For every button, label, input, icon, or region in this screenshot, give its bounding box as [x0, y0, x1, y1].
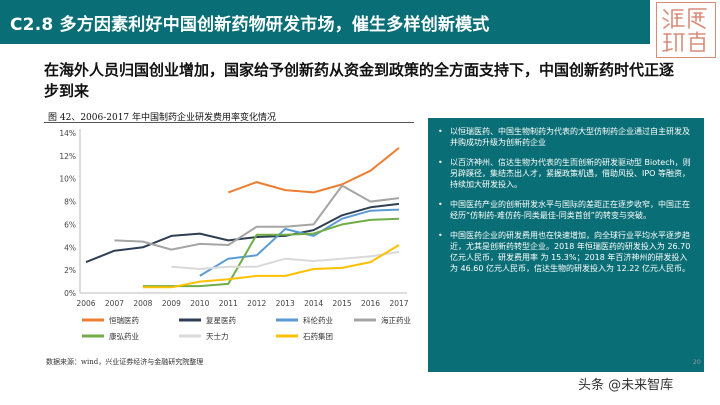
series-line-海正药业	[114, 184, 400, 251]
series-line-恒瑞医药	[227, 147, 400, 194]
y-tick-label: 0%	[64, 289, 76, 298]
legend-label: 恒瑞医药	[109, 315, 139, 325]
series-line-天士力	[171, 250, 400, 270]
x-tick-label: 2015	[333, 299, 352, 308]
y-tick-label: 14%	[59, 129, 76, 138]
bullet-item: • 中国医药企业的研发费用也在快速增加，向全球行业平均水平逐步趋近，尤其是创新药转…	[438, 230, 694, 274]
x-tick-label: 2014	[304, 299, 323, 308]
bullet-text: 以恒瑞医药、中国生物制药为代表的大型仿制药企业通过自主研发及并购成功升级为创新药…	[450, 127, 690, 147]
x-tick-label: 2009	[162, 299, 181, 308]
page-number: 20	[693, 359, 701, 366]
x-tick-label: 2017	[389, 299, 408, 308]
y-tick-label: 2%	[64, 266, 76, 275]
bullet-dot-icon: •	[438, 231, 443, 240]
chart-container: 图 42、2006-2017 年中国制药企业研发费用率变化情况 0% 2% 4% 6%…	[34, 108, 419, 370]
series-line-石药集团	[142, 244, 400, 289]
slide-subtitle: 在海外人员归国创业增加，国家给予创新药从资金到政策的全方面支持下，中国创新药时代…	[44, 61, 675, 100]
chart-title: 图 42、2006-2017 年中国制药企业研发费用率变化情况	[48, 113, 277, 123]
x-tick-label: 2007	[105, 299, 124, 308]
y-tick-label: 10%	[59, 175, 76, 184]
slide-title: C2.8 多方因素利好中国创新药物研发市场，催生多样创新模式	[10, 14, 490, 35]
legend-label: 海正药业	[381, 315, 411, 325]
series-line-科伦药业	[199, 208, 400, 277]
legend-label: 复星医药	[206, 315, 236, 325]
series-line-康弘药业	[142, 217, 400, 288]
legend-label: 天士力	[206, 331, 229, 341]
bullet-item: • 以百济神州、信达生物为代表的生而创新的研发驱动型 Biotech，则另辟蹊径，…	[438, 157, 694, 190]
line-chart: 0% 2% 4% 6% 8% 10% 12% 14% 2006 2007 2008 2009 2010 2…	[59, 129, 411, 341]
bullet-dot-icon: •	[438, 127, 443, 136]
brand-logo	[656, 2, 716, 58]
bullet-text: 中国医药产业的创新研发水平与国际的差距正在逐步收窄，中国正在经历“仿制药-难仿药…	[450, 200, 690, 220]
bullet-panel: • 以恒瑞医药、中国生物制药为代表的大型仿制药企业通过自主研发及并购成功升级为创新…	[428, 118, 704, 372]
bullet-dot-icon: •	[438, 200, 443, 209]
bullet-dot-icon: •	[438, 158, 443, 167]
chart-title-rule	[44, 122, 414, 123]
bullet-item: • 以恒瑞医药、中国生物制药为代表的大型仿制药企业通过自主研发及并购成功升级为创新…	[438, 126, 694, 148]
x-tick-label: 2016	[361, 299, 380, 308]
legend-label: 科伦药业	[303, 315, 333, 325]
title-bar: C2.8 多方因素利好中国创新药物研发市场，催生多样创新模式	[0, 0, 650, 44]
y-tick-label: 8%	[64, 198, 76, 207]
bullet-text: 中国医药企业的研发费用也在快速增加，向全球行业平均水平逐步趋近，尤其是创新药转型…	[450, 231, 691, 273]
watermark: 头条 @未来智库	[578, 378, 674, 393]
x-tick-label: 2006	[76, 299, 95, 308]
series-line-复星医药	[85, 202, 400, 264]
y-tick-label: 6%	[64, 220, 76, 229]
x-tick-label: 2013	[276, 299, 295, 308]
seal-icon	[662, 8, 707, 52]
x-tick-label: 2008	[133, 299, 152, 308]
chart-source: 数据来源：wind，兴业证券经济与金融研究院整理	[46, 358, 204, 366]
y-tick-label: 12%	[59, 152, 76, 161]
x-tick-label: 2012	[247, 299, 266, 308]
x-tick-label: 2010	[190, 299, 209, 308]
y-tick-label: 4%	[64, 243, 76, 252]
x-tick-label: 2011	[219, 299, 238, 308]
bullet-item: • 中国医药产业的创新研发水平与国际的差距正在逐步收窄，中国正在经历“仿制药-难仿…	[438, 199, 694, 221]
legend-label: 石药集团	[303, 331, 333, 341]
bullet-text: 以百济神州、信达生物为代表的生而创新的研发驱动型 Biotech，则另辟蹊径，集…	[450, 158, 691, 189]
legend-label: 康弘药业	[109, 331, 139, 341]
